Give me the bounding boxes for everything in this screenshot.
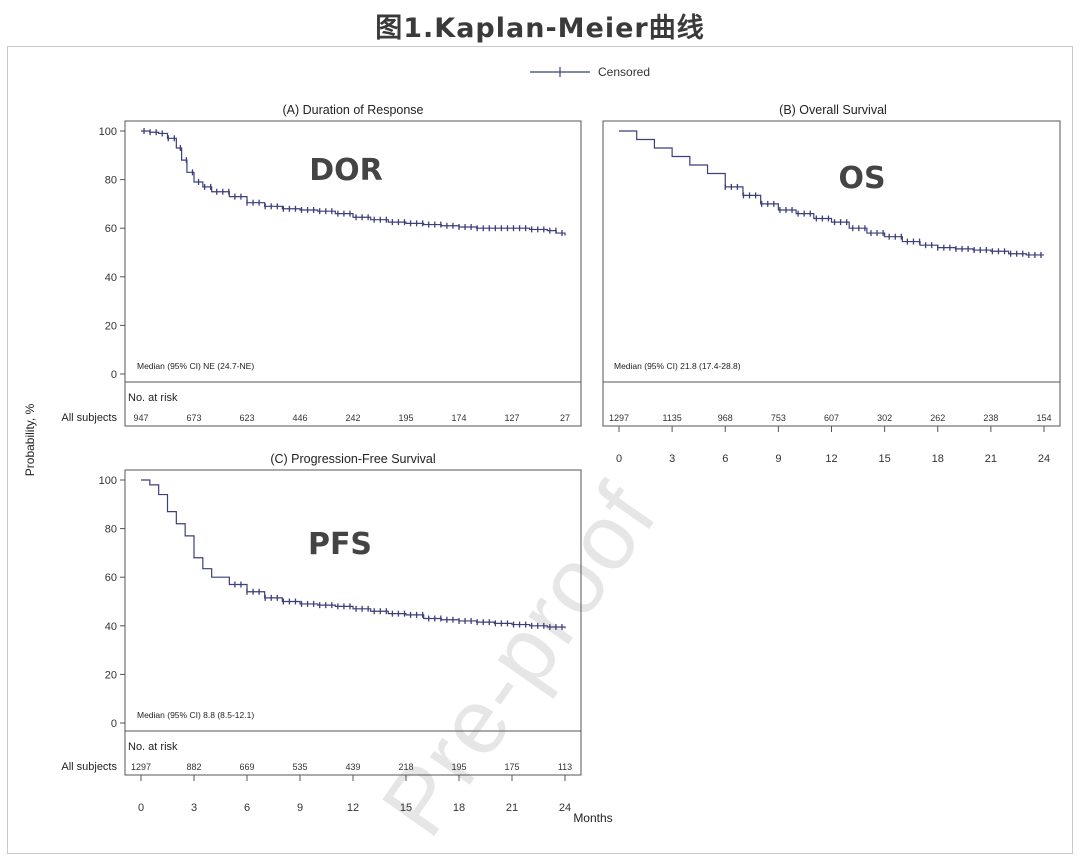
- y-tick-label: 20: [105, 320, 117, 332]
- at-risk-value: 127: [504, 413, 519, 423]
- at-risk-value: 882: [186, 762, 201, 772]
- risk-frame: [124, 381, 582, 427]
- at-risk-value: 195: [398, 413, 413, 423]
- x-tick-label: 15: [879, 453, 891, 465]
- panel-progression-free-survival: (C) Progression-Free Survival No. at ris…: [61, 452, 582, 814]
- at-risk-value: 968: [718, 413, 733, 423]
- km-series: [619, 130, 1044, 258]
- panel-duration-of-response: (A) Duration of Response No. at risk All…: [61, 103, 582, 427]
- km-curve: [141, 130, 566, 236]
- at-risk-value: 302: [877, 413, 892, 423]
- no-at-risk-label: No. at risk: [128, 741, 178, 753]
- x-tick-label: 9: [297, 802, 303, 814]
- km-curve: [619, 130, 1044, 256]
- at-risk-value: 238: [983, 413, 998, 423]
- at-risk-value: 446: [292, 413, 307, 423]
- y-tick-label: 80: [105, 524, 117, 536]
- at-risk-value: 175: [504, 762, 519, 772]
- y-tick-label: 40: [105, 621, 117, 633]
- at-risk-values: 947 673 623 446 242 195 174 127 27: [133, 413, 570, 423]
- x-axis: 0 3 6 9 12 15 18 21 24: [616, 426, 1050, 465]
- x-tick-label: 9: [775, 453, 781, 465]
- y-tick-label: 40: [105, 272, 117, 284]
- x-tick-label: 15: [400, 802, 412, 814]
- no-at-risk-label: No. at risk: [128, 392, 178, 404]
- at-risk-value: 607: [824, 413, 839, 423]
- x-axis: 0 3 6 9 12 15 18 21 24: [138, 775, 571, 814]
- x-tick-label: 21: [985, 453, 997, 465]
- x-tick-label: 18: [932, 453, 944, 465]
- y-tick-label: 80: [105, 175, 117, 187]
- at-risk-value: 753: [771, 413, 786, 423]
- x-tick-label: 24: [559, 802, 571, 814]
- y-tick-label: 60: [105, 223, 117, 235]
- x-tick-label: 6: [244, 802, 250, 814]
- panel-title: (B) Overall Survival: [779, 103, 887, 117]
- at-risk-value: 174: [451, 413, 466, 423]
- legend: Censored: [530, 65, 650, 79]
- overlay-label: OS: [838, 161, 885, 196]
- x-tick-label: 0: [138, 802, 144, 814]
- at-risk-value: 1135: [662, 413, 681, 423]
- km-series: [141, 479, 566, 631]
- figure-frame: [7, 46, 1073, 854]
- at-risk-value: 623: [239, 413, 254, 423]
- y-tick-label: 60: [105, 572, 117, 584]
- km-series: [141, 128, 566, 237]
- km-curve: [141, 479, 566, 629]
- risk-row-label: All subjects: [61, 412, 117, 424]
- at-risk-value: 27: [560, 413, 570, 423]
- y-axis: 0 20 40 60 80 100: [99, 475, 125, 730]
- x-tick-label: 24: [1038, 453, 1050, 465]
- at-risk-value: 947: [133, 413, 148, 423]
- at-risk-value: 218: [398, 762, 413, 772]
- y-axis: 0 20 40 60 80 100: [99, 126, 125, 381]
- panel-title: (A) Duration of Response: [282, 103, 423, 117]
- y-tick-label: 20: [105, 669, 117, 681]
- x-tick-label: 21: [506, 802, 518, 814]
- plot-frame: [124, 469, 582, 732]
- overlay-label: DOR: [309, 153, 383, 188]
- panel-overall-survival: (B) Overall Survival Median (95% CI) 21.…: [602, 103, 1061, 465]
- y-tick-label: 0: [111, 718, 117, 730]
- median-text: Median (95% CI) NE (24.7-NE): [137, 361, 254, 371]
- legend-label: Censored: [598, 65, 650, 79]
- at-risk-values: 1297 882 669 535 439 218 195 175 113: [131, 762, 572, 772]
- median-text: Median (95% CI) 8.8 (8.5-12.1): [137, 710, 254, 720]
- x-axis-title: Months: [573, 811, 612, 825]
- at-risk-value: 1297: [131, 762, 151, 772]
- x-tick-label: 3: [669, 453, 675, 465]
- at-risk-value: 242: [345, 413, 360, 423]
- at-risk-value: 673: [186, 413, 201, 423]
- y-tick-label: 100: [99, 126, 117, 138]
- at-risk-value: 154: [1036, 413, 1051, 423]
- at-risk-value: 439: [345, 762, 360, 772]
- panel-title: (C) Progression-Free Survival: [270, 452, 435, 466]
- overlay-label: PFS: [308, 527, 372, 562]
- at-risk-value: 113: [558, 762, 572, 772]
- x-tick-label: 12: [347, 802, 359, 814]
- page-title: 图1.Kaplan-Meier曲线: [375, 13, 705, 44]
- x-tick-label: 3: [191, 802, 197, 814]
- x-tick-label: 6: [722, 453, 728, 465]
- y-axis-title: Probability, %: [23, 403, 37, 476]
- at-risk-value: 669: [239, 762, 254, 772]
- at-risk-values: 1297 1135 968 753 607 302 262 238 154: [609, 413, 1052, 423]
- y-tick-label: 0: [111, 369, 117, 381]
- x-tick-label: 12: [825, 453, 837, 465]
- x-tick-label: 0: [616, 453, 622, 465]
- y-tick-label: 100: [99, 475, 117, 487]
- at-risk-value: 262: [930, 413, 945, 423]
- median-text: Median (95% CI) 21.8 (17.4-28.8): [614, 361, 741, 371]
- at-risk-value: 1297: [609, 413, 629, 423]
- at-risk-value: 535: [292, 762, 307, 772]
- x-tick-label: 18: [453, 802, 465, 814]
- risk-row-label: All subjects: [61, 761, 117, 773]
- at-risk-value: 195: [451, 762, 466, 772]
